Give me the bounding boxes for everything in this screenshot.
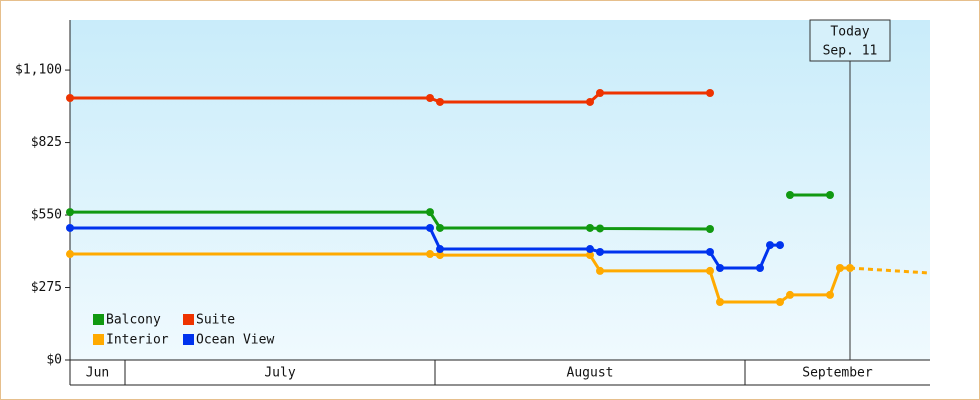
legend-label: Suite — [196, 313, 235, 328]
series-line — [70, 226, 780, 270]
legend-label: Balcony — [106, 313, 161, 328]
y-tick-label: $825 — [31, 135, 62, 150]
point — [436, 251, 444, 260]
point — [826, 191, 834, 200]
point — [586, 97, 594, 106]
point — [706, 89, 714, 98]
point — [596, 224, 604, 233]
point — [66, 94, 74, 103]
point — [426, 208, 434, 217]
point — [586, 223, 594, 232]
legend-swatch — [183, 314, 194, 325]
month-label: September — [802, 366, 873, 381]
y-tick-label: $550 — [31, 208, 62, 223]
month-label: August — [567, 366, 614, 381]
point — [776, 298, 784, 307]
point — [436, 97, 444, 106]
today-label: Today — [830, 25, 869, 40]
y-tick-label: $0 — [46, 353, 62, 368]
point — [786, 290, 794, 299]
point — [66, 223, 74, 232]
point — [846, 264, 854, 273]
point — [786, 191, 794, 200]
point — [66, 250, 74, 259]
point — [436, 245, 444, 254]
point — [836, 264, 844, 273]
point — [426, 94, 434, 103]
legend-label: Ocean View — [196, 333, 274, 348]
point — [706, 266, 714, 275]
plot-area — [70, 20, 930, 360]
legend-label: Interior — [106, 333, 169, 348]
point — [766, 241, 774, 250]
point — [716, 298, 724, 307]
forecast-line — [849, 266, 931, 275]
point — [66, 208, 74, 217]
series-line — [70, 91, 710, 104]
point — [436, 223, 444, 232]
point — [426, 250, 434, 259]
legend-swatch — [93, 314, 104, 325]
point — [596, 247, 604, 256]
point — [756, 264, 764, 273]
month-label: Jun — [86, 366, 109, 381]
point — [716, 264, 724, 273]
point — [586, 251, 594, 260]
y-tick-label: $1,100 — [15, 63, 62, 78]
legend-swatch — [93, 334, 104, 345]
point — [426, 223, 434, 232]
today-label: Sep. 11 — [823, 44, 878, 59]
point — [706, 225, 714, 234]
point — [586, 245, 594, 254]
point — [776, 241, 784, 250]
point — [706, 247, 714, 256]
series-line — [70, 193, 830, 231]
today-box — [809, 19, 891, 62]
month-label: July — [264, 366, 295, 381]
point — [596, 266, 604, 275]
point — [826, 290, 834, 299]
legend-swatch — [183, 334, 194, 345]
point — [596, 89, 604, 98]
y-tick-label: $275 — [31, 280, 62, 295]
